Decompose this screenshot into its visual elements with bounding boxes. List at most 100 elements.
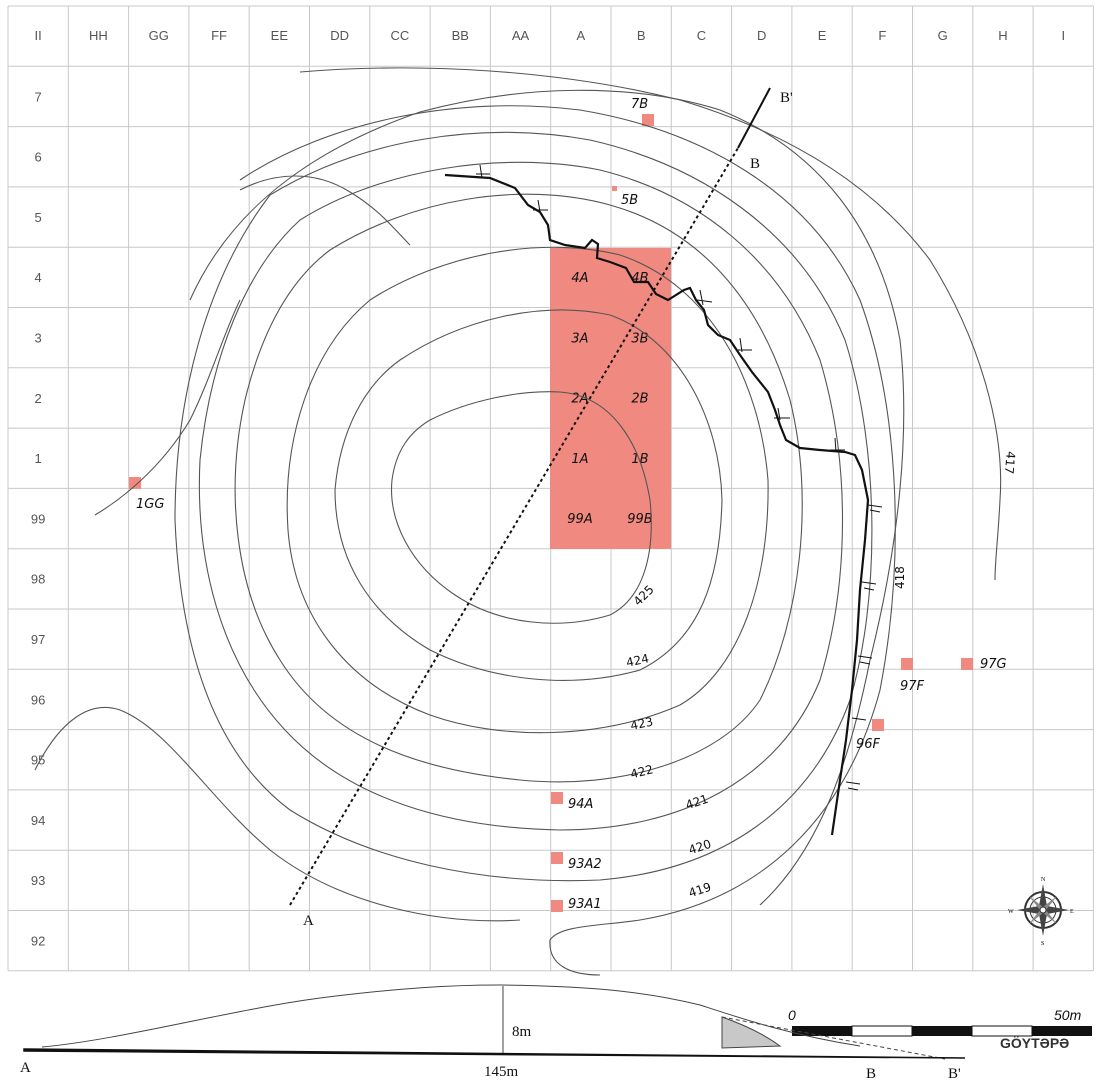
profile-point-b: B bbox=[866, 1066, 876, 1082]
grid-row-label: 5 bbox=[35, 210, 42, 225]
wall-buttresses bbox=[476, 164, 883, 791]
compass-s: S bbox=[1041, 941, 1044, 947]
trench-label-1gg: 1GG bbox=[136, 497, 164, 512]
section-point-b: B bbox=[750, 156, 760, 172]
grid-column-label: C bbox=[697, 28, 706, 43]
excavation-square-label: 1B bbox=[631, 452, 648, 467]
trench-label-94a: 94A bbox=[568, 797, 593, 812]
excavation-square-label: 99A bbox=[567, 512, 592, 527]
contour-label-425: 425 bbox=[631, 582, 657, 608]
trench-marker-93a2 bbox=[551, 852, 563, 864]
grid-column-label: A bbox=[577, 28, 586, 43]
wall-line bbox=[444, 173, 870, 836]
trench-marker-97f bbox=[901, 658, 913, 670]
profile-outline bbox=[41, 984, 861, 1048]
profile-point-a: A bbox=[20, 1060, 31, 1076]
site-name: GÖYTƏPƏ bbox=[1000, 1035, 1069, 1051]
section-line-solid bbox=[737, 87, 771, 149]
contour-outer-northwest bbox=[239, 175, 411, 246]
grid-column-label: F bbox=[878, 28, 886, 43]
contour-label-422: 422 bbox=[629, 762, 655, 781]
trench-marker-5b bbox=[612, 186, 617, 191]
grid-column-labels: II HH GG FF EE DD CC BB AA A B C D E F G H I bbox=[35, 28, 1066, 43]
contour-label-417: 417 bbox=[1002, 451, 1018, 475]
trench-label-7b: 7B bbox=[631, 97, 648, 112]
grid-row-label: 96 bbox=[31, 692, 45, 707]
grid-row-label: 1 bbox=[35, 451, 42, 466]
grid-column-label: E bbox=[818, 28, 827, 43]
trench-marker-7b bbox=[642, 114, 654, 126]
excavation-square-label: 1A bbox=[571, 452, 588, 467]
contour-422 bbox=[234, 193, 803, 783]
contour-419 bbox=[239, 105, 896, 976]
grid-row-label: 97 bbox=[31, 632, 45, 647]
trench-marker-97g bbox=[961, 658, 973, 670]
grid-column-label: B bbox=[637, 28, 646, 43]
contour-label-419: 419 bbox=[687, 880, 713, 900]
grid-column-label: EE bbox=[271, 28, 289, 43]
contour-label-421: 421 bbox=[684, 792, 710, 812]
excavation-square-label: 4A bbox=[571, 271, 588, 286]
grid-column-label: GG bbox=[149, 28, 169, 43]
trench-labels: 7B 5B 1GG 97F 97G 96F 94A 93A2 93A1 bbox=[136, 97, 1007, 912]
compass-n: N bbox=[1041, 877, 1046, 883]
trench-marker-1gg bbox=[129, 477, 141, 489]
contour-lines bbox=[34, 67, 1002, 976]
grid-row-label: 98 bbox=[31, 572, 45, 587]
contour-label-420: 420 bbox=[687, 837, 713, 857]
grid-row-label: 7 bbox=[35, 89, 42, 104]
grid-row-label: 94 bbox=[31, 813, 45, 828]
trench-marker-93a1 bbox=[551, 900, 563, 912]
grid-row-label: 4 bbox=[35, 270, 42, 285]
profile-baseline bbox=[23, 1048, 966, 1059]
excavation-square-label: 2A bbox=[571, 392, 588, 407]
profile-slope-fill bbox=[721, 1016, 782, 1049]
trench-label-93a2: 93A2 bbox=[568, 857, 602, 872]
grid-column-label: HH bbox=[89, 28, 108, 43]
grid-column-label: H bbox=[998, 28, 1007, 43]
section-point-a: A bbox=[303, 913, 314, 929]
contour-outer-west bbox=[94, 299, 241, 516]
grid-column-label: FF bbox=[211, 28, 227, 43]
contour-outer-southwest bbox=[34, 706, 521, 922]
grid-row-label: 3 bbox=[35, 331, 42, 346]
trench-marker-96f bbox=[872, 719, 884, 731]
compass-center bbox=[1039, 906, 1047, 914]
section-point-b-prime: B' bbox=[780, 90, 793, 106]
scale-end-label: 50m bbox=[1054, 1007, 1082, 1023]
excavation-square-label: 4B bbox=[631, 271, 648, 286]
excavation-square-label: 3B bbox=[631, 331, 648, 346]
grid-column-label: CC bbox=[391, 28, 410, 43]
main-excavation-area bbox=[550, 248, 671, 549]
compass-e: E bbox=[1070, 909, 1074, 915]
section-line-dashed bbox=[289, 147, 739, 906]
excavation-square-label: 99B bbox=[627, 512, 653, 527]
grid-column-label: DD bbox=[330, 28, 349, 43]
grid-row-label: 93 bbox=[31, 873, 45, 888]
contour-424 bbox=[334, 309, 723, 681]
scale-bar: 0 50m bbox=[788, 1007, 1092, 1037]
section-line: A B B' bbox=[289, 87, 793, 929]
contour-423 bbox=[286, 246, 769, 734]
profile-point-b-prime: B' bbox=[948, 1066, 961, 1082]
grid-column-label: II bbox=[35, 28, 42, 43]
trench-markers bbox=[129, 114, 973, 912]
contour-label-423: 423 bbox=[629, 714, 654, 732]
contour-label-424: 424 bbox=[625, 651, 650, 669]
trench-label-93a1: 93A1 bbox=[568, 897, 602, 912]
grid-row-label: 6 bbox=[35, 150, 42, 165]
contour-420 bbox=[174, 131, 873, 882]
excavation-square-labels: 4A 4B 3A 3B 2A 2B 1A 1B 99A 99B bbox=[567, 271, 653, 527]
contour-425 bbox=[390, 391, 652, 624]
compass-w: W bbox=[1008, 909, 1014, 915]
contour-417 bbox=[299, 67, 1002, 581]
grid-row-label: 92 bbox=[31, 934, 45, 949]
compass-rose: N S E W bbox=[1008, 877, 1074, 947]
grid-column-label: AA bbox=[512, 28, 530, 43]
profile-height-label: 8m bbox=[512, 1024, 532, 1040]
contour-421 bbox=[198, 161, 843, 831]
grid-row-label: 99 bbox=[31, 511, 45, 526]
grid-row-label: 2 bbox=[35, 391, 42, 406]
